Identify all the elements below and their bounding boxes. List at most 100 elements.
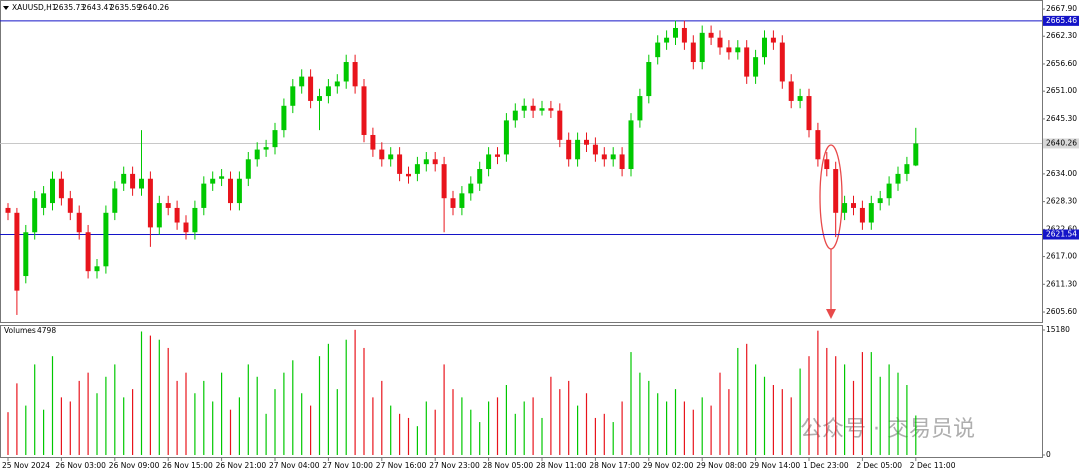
candle-body xyxy=(352,62,358,87)
candle-body xyxy=(112,188,118,213)
y-tick-label: 2667.90 xyxy=(1046,4,1077,13)
candle-body xyxy=(450,198,456,208)
candle-body xyxy=(877,198,883,204)
candle-body xyxy=(299,76,305,87)
candle-body xyxy=(67,198,73,213)
candle-body xyxy=(406,173,411,177)
candle-body xyxy=(859,207,865,223)
candle-body xyxy=(236,178,242,204)
candle-body xyxy=(201,183,207,208)
candle-body xyxy=(681,27,687,43)
candle-body xyxy=(726,47,732,53)
x-tick-label: 26 Nov 15:00 xyxy=(162,461,213,470)
x-tick-label: 28 Nov 17:00 xyxy=(589,461,640,470)
level-label-box xyxy=(1043,15,1079,26)
x-tick-label: 27 Nov 16:00 xyxy=(376,461,427,470)
y-tick-label: 2645.30 xyxy=(1046,114,1077,123)
candle-body xyxy=(557,110,563,140)
candle-body xyxy=(14,212,20,291)
candle-body xyxy=(41,193,47,208)
volume-label: Volumes xyxy=(4,326,36,335)
candle-body xyxy=(281,105,287,131)
candle-body xyxy=(913,143,919,166)
x-tick-label: 28 Nov 11:00 xyxy=(536,461,587,470)
x-tick-label: 29 Nov 08:00 xyxy=(696,461,747,470)
candle-body xyxy=(610,154,616,160)
candle-body xyxy=(806,96,812,131)
x-tick-label: 26 Nov 21:00 xyxy=(216,461,267,470)
candle-body xyxy=(94,266,100,272)
candle-body xyxy=(592,144,598,155)
y-tick-label: 2611.30 xyxy=(1046,279,1077,288)
x-tick-label: 29 Nov 14:00 xyxy=(750,461,801,470)
candle-body xyxy=(619,154,625,170)
candle-body xyxy=(584,139,589,145)
x-tick-label: 26 Nov 03:00 xyxy=(55,461,106,470)
candle-body xyxy=(139,178,144,189)
y-tick-label: 2605.60 xyxy=(1046,307,1077,316)
candle-body xyxy=(637,96,643,121)
candle-body xyxy=(886,183,892,199)
candle-body xyxy=(824,159,830,170)
candle-body xyxy=(76,212,82,233)
x-tick-label: 29 Nov 02:00 xyxy=(643,461,694,470)
candle-body xyxy=(868,203,874,223)
candle-body xyxy=(228,178,233,204)
candle-body xyxy=(521,105,527,111)
level-label: 2665.46 xyxy=(1046,16,1077,25)
volume-tick-label: 15180 xyxy=(1046,325,1070,334)
x-tick-label: 27 Nov 04:00 xyxy=(269,461,320,470)
candle-body xyxy=(512,110,518,121)
level-label: 2621.54 xyxy=(1046,229,1077,238)
candle-body xyxy=(219,176,225,179)
candle-body xyxy=(254,149,260,160)
candle-body xyxy=(414,164,420,174)
candle-body xyxy=(548,108,554,111)
candle-body xyxy=(904,164,910,174)
candle-body xyxy=(699,32,705,63)
candle-body xyxy=(530,105,536,111)
volume-last: 4798 xyxy=(37,326,56,335)
candle-body xyxy=(174,207,180,223)
candle-body xyxy=(708,32,714,38)
volume-panel xyxy=(0,325,1043,458)
candle-body xyxy=(539,108,545,111)
candle-body xyxy=(797,96,803,101)
candle-body xyxy=(272,130,278,148)
y-tick-label: 2628.30 xyxy=(1046,197,1077,206)
candle-body xyxy=(370,134,376,150)
highlight-ellipse xyxy=(819,144,843,250)
candle-body xyxy=(744,47,750,77)
x-tick-label: 25 Nov 2024 xyxy=(2,461,50,470)
y-tick-label: 2622.60 xyxy=(1046,224,1077,233)
candle-body xyxy=(770,37,776,43)
candle-body xyxy=(655,42,661,58)
candle-body xyxy=(788,81,794,101)
current-price-label: 2640.26 xyxy=(1046,138,1077,147)
candle-body xyxy=(717,37,723,48)
candle-body xyxy=(5,207,11,213)
candle-body xyxy=(263,147,269,150)
candle-body xyxy=(762,37,767,58)
x-tick-label: 27 Nov 23:00 xyxy=(429,461,480,470)
candle-body xyxy=(130,173,136,189)
x-tick-label: 27 Nov 10:00 xyxy=(322,461,373,470)
candle-body xyxy=(165,203,171,208)
candle-body xyxy=(753,57,759,77)
candle-body xyxy=(103,212,109,267)
candle-body xyxy=(317,96,322,101)
candle-body xyxy=(58,178,64,199)
candle-body xyxy=(210,178,216,184)
volume-tick-label: 0 xyxy=(1046,450,1051,459)
candle-body xyxy=(779,42,785,82)
candle-body xyxy=(851,203,856,208)
level-label-box xyxy=(1043,229,1079,240)
candle-body xyxy=(388,154,394,160)
candle-body xyxy=(895,173,901,184)
dropdown-icon[interactable] xyxy=(3,6,9,10)
y-tick-label: 2634.00 xyxy=(1046,169,1077,178)
candle-body xyxy=(147,178,153,228)
y-tick-label: 2617.00 xyxy=(1046,252,1077,261)
x-tick-label: 26 Nov 09:00 xyxy=(109,461,160,470)
